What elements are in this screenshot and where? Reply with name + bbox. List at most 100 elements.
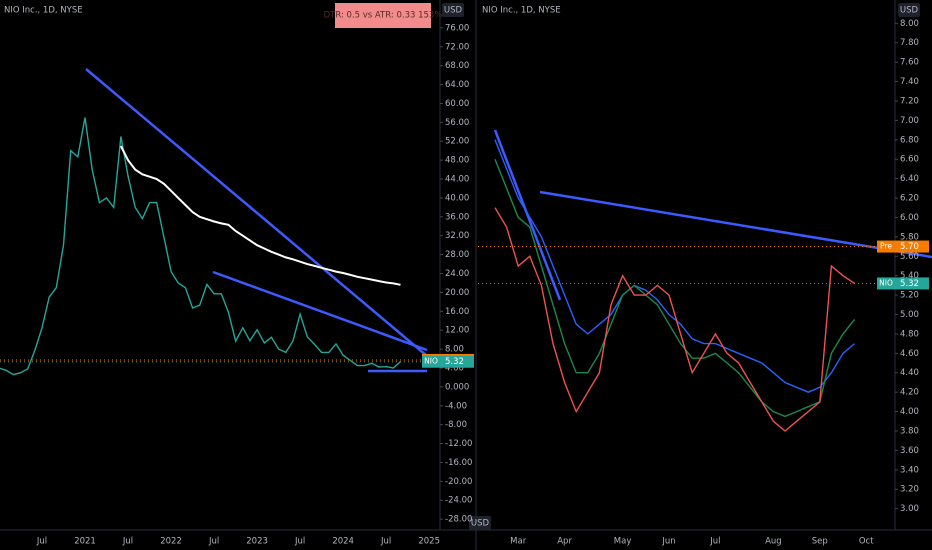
currency: USD bbox=[900, 6, 919, 16]
y-tick-label: 7.60 bbox=[900, 58, 919, 68]
x-tick-label: Jul bbox=[380, 537, 391, 547]
price-line bbox=[494, 158, 856, 418]
tag-value: 5.70 bbox=[900, 242, 919, 252]
y-tick-label: 7.40 bbox=[900, 77, 919, 87]
currency: USD bbox=[471, 519, 490, 529]
y-tick-label: -20.00 bbox=[445, 477, 472, 487]
y-tick-label: 56.00 bbox=[445, 118, 469, 128]
y-tick-label: 3.20 bbox=[900, 485, 919, 495]
y-tick-label: 72.00 bbox=[445, 42, 469, 52]
y-tick-label: 60.00 bbox=[445, 99, 469, 109]
y-tick-label: 16.00 bbox=[445, 307, 469, 317]
price-line bbox=[494, 207, 855, 432]
tag-value-box bbox=[895, 240, 929, 253]
trend-line bbox=[212, 270, 428, 352]
y-tick-label: 5.00 bbox=[900, 310, 919, 320]
tag-value: 5.32 bbox=[445, 357, 464, 367]
y-tick-label: 5.40 bbox=[900, 271, 919, 281]
y-tick-label: 3.00 bbox=[900, 504, 919, 514]
x-tick-label: Sep bbox=[812, 537, 828, 547]
y-tick-label: 28.00 bbox=[445, 250, 469, 260]
x-tick-label: May bbox=[614, 537, 632, 547]
x-tick-label: 2023 bbox=[246, 537, 268, 547]
y-tick-label: 48.00 bbox=[445, 156, 469, 166]
y-tick-label: 4.00 bbox=[900, 407, 919, 417]
y-tick-label: 4.60 bbox=[900, 349, 919, 359]
annotation: DTR: 0.5 vs ATR: 0.33 153% bbox=[324, 11, 443, 21]
y-tick-label: 4.40 bbox=[900, 368, 919, 378]
x-tick-label: Oct bbox=[859, 537, 874, 547]
currency-box bbox=[469, 516, 491, 530]
y-tick-label: -12.00 bbox=[445, 439, 472, 449]
y-tick-label: 3.60 bbox=[900, 446, 919, 456]
y-tick-label: 76.00 bbox=[445, 23, 469, 33]
tag-name-box bbox=[877, 240, 895, 253]
y-tick-label: 32.00 bbox=[445, 231, 469, 241]
y-tick-label: -4.00 bbox=[445, 401, 467, 411]
x-tick-label: Aug bbox=[765, 537, 782, 547]
x-tick-label: Apr bbox=[557, 537, 572, 547]
price-line bbox=[120, 145, 401, 286]
x-tick-label: 2022 bbox=[160, 537, 182, 547]
chart-title: NIO Inc., 1D, NYSE bbox=[4, 6, 83, 16]
y-tick-label: 36.00 bbox=[445, 212, 469, 222]
y-tick-label: 40.00 bbox=[445, 193, 469, 203]
tag-value: 5.32 bbox=[900, 279, 919, 289]
y-tick-label: 68.00 bbox=[445, 61, 469, 71]
annotation-box bbox=[335, 3, 431, 28]
y-tick-label: -24.00 bbox=[445, 496, 472, 506]
y-tick-label: 7.20 bbox=[900, 96, 919, 106]
y-tick-label: 8.00 bbox=[445, 345, 464, 355]
y-tick-label: 3.40 bbox=[900, 465, 919, 475]
y-tick-label: -28.00 bbox=[445, 515, 472, 525]
y-tick-label: 5.80 bbox=[900, 232, 919, 242]
y-tick-label: 0.000 bbox=[445, 382, 469, 392]
tag-value-box bbox=[895, 277, 929, 290]
y-tick-label: 24.00 bbox=[445, 269, 469, 279]
y-tick-label: 4.00 bbox=[445, 363, 464, 373]
x-tick-label: Jul bbox=[36, 537, 47, 547]
y-tick-label: 6.60 bbox=[900, 155, 919, 165]
y-tick-label: 6.40 bbox=[900, 174, 919, 184]
tag-name: NIO bbox=[879, 278, 893, 287]
tag-name-box bbox=[422, 355, 440, 368]
x-tick-label: Jul bbox=[208, 537, 219, 547]
y-tick-label: -8.00 bbox=[445, 420, 467, 430]
y-tick-label: 3.80 bbox=[900, 426, 919, 436]
trend-line bbox=[85, 68, 428, 357]
y-tick-label: -16.00 bbox=[445, 458, 472, 468]
x-tick-label: 2025 bbox=[418, 537, 440, 547]
currency-box bbox=[898, 3, 920, 17]
currency-box bbox=[442, 3, 464, 17]
x-tick-label: Jul bbox=[709, 537, 720, 547]
y-tick-label: 52.00 bbox=[445, 137, 469, 147]
currency: USD bbox=[444, 6, 463, 16]
y-tick-label: 4.80 bbox=[900, 329, 919, 339]
y-tick-label: 7.80 bbox=[900, 38, 919, 48]
y-tick-label: 8.00 bbox=[900, 19, 919, 29]
y-tick-label: 7.00 bbox=[900, 116, 919, 126]
chart-title: NIO Inc., 1D, NYSE bbox=[482, 6, 561, 16]
tag-name-box bbox=[877, 277, 895, 290]
y-tick-label: 6.20 bbox=[900, 194, 919, 204]
price-line bbox=[0, 117, 401, 376]
y-tick-label: 12.00 bbox=[445, 326, 469, 336]
y-tick-label: 6.80 bbox=[900, 135, 919, 145]
y-tick-label: 4.20 bbox=[900, 388, 919, 398]
y-tick-label: 5.20 bbox=[900, 291, 919, 301]
y-tick-label: 6.00 bbox=[900, 213, 919, 223]
x-tick-label: 2021 bbox=[74, 537, 96, 547]
tag-name: Pre bbox=[880, 242, 892, 251]
x-tick-label: 2024 bbox=[332, 537, 354, 547]
x-tick-label: Jul bbox=[122, 537, 133, 547]
tag-value-box bbox=[440, 355, 474, 368]
y-tick-label: 20.00 bbox=[445, 288, 469, 298]
y-tick-label: 64.00 bbox=[445, 80, 469, 90]
price-line bbox=[494, 139, 856, 393]
x-tick-label: Jun bbox=[661, 537, 675, 547]
x-tick-label: Mar bbox=[510, 537, 527, 547]
x-tick-label: Jul bbox=[294, 537, 305, 547]
y-tick-label: 44.00 bbox=[445, 175, 469, 185]
